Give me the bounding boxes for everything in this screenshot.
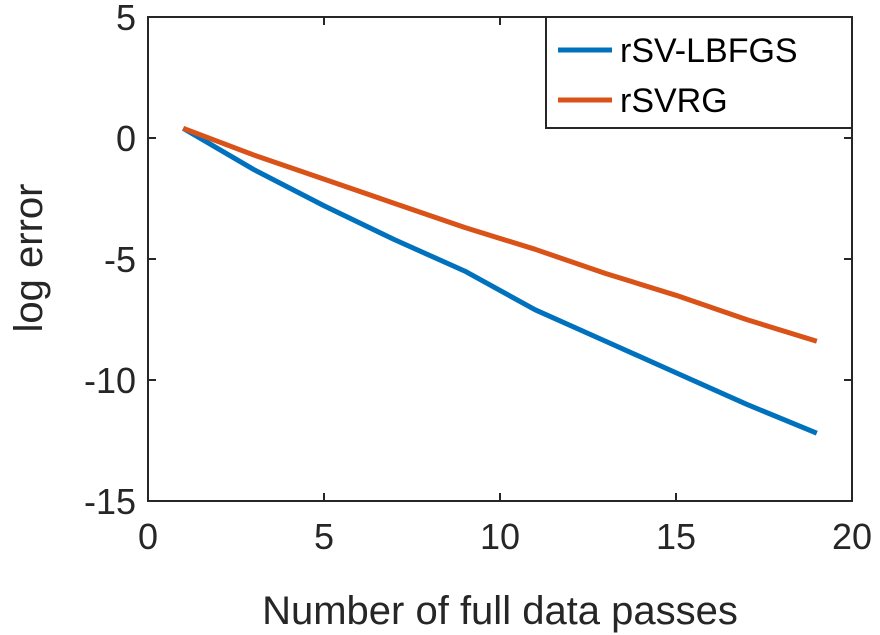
legend-box — [545, 16, 853, 129]
legend-label-rsvrg: rSVRG — [620, 82, 728, 120]
legend: rSV-LBFGS rSVRG — [545, 16, 853, 129]
x-tick-label: 10 — [480, 516, 520, 557]
x-tick-label: 15 — [656, 516, 696, 557]
x-tick-label: 20 — [832, 516, 872, 557]
series-line-rsv-lbfgs — [181, 126, 818, 436]
y-tick-label: -15 — [84, 481, 136, 522]
x-tick-label: 5 — [314, 516, 334, 557]
y-tick-label: -5 — [104, 239, 136, 280]
x-axis-label: Number of full data passes — [262, 589, 738, 633]
y-tick-label: 5 — [116, 0, 136, 38]
legend-label-rsv-lbfgs: rSV-LBFGS — [620, 32, 798, 70]
y-tick-label: -10 — [84, 360, 136, 401]
y-tick-label: 0 — [116, 118, 136, 159]
y-axis-label: log error — [7, 184, 51, 333]
axes-layer: 0 5 10 15 20 -15 -10 -5 0 5 — [84, 0, 872, 557]
x-tick-label: 0 — [138, 516, 158, 557]
series-line-rsvrg — [182, 125, 818, 344]
series-layer — [181, 125, 818, 436]
